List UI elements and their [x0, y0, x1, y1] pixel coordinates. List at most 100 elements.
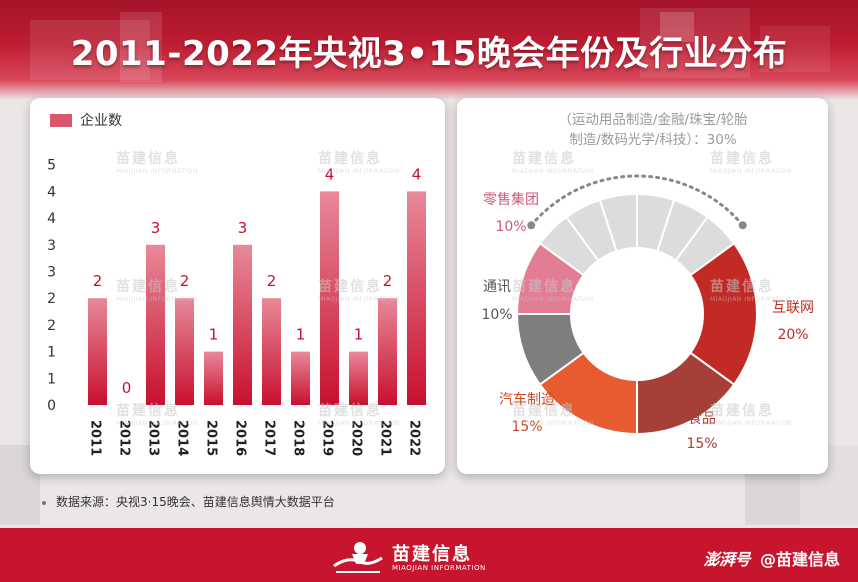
watermark-text: 苗建信息 — [116, 151, 180, 167]
bar — [349, 351, 368, 405]
donut-slice — [515, 242, 586, 315]
y-tick-label: 1 — [47, 371, 56, 387]
segment-label: 零售集团 — [483, 191, 539, 208]
x-tick-label: 2020 — [349, 420, 364, 456]
bar — [262, 298, 281, 405]
footer-account: 澎湃号 @苗建信息 — [703, 546, 840, 570]
other-caption: （运动用品制造/金融/珠宝/轮胎 — [558, 112, 748, 128]
bar — [378, 298, 397, 405]
donut-chart: 互联网 20% 食品 15% 汽车制造 15% 通讯 10% 零售集团 10% （运动用品制造/金融… — [481, 112, 814, 452]
bar — [175, 298, 194, 405]
footer-logo: 苗建信息 MIAOJIAN INFORMATION — [330, 536, 485, 580]
x-tick-label: 2016 — [233, 420, 248, 456]
y-tick-label: 3 — [47, 265, 56, 281]
bar-chart-card: 企业数 0 1 1 2 2 3 3 4 4 5 2 2011 0 2012 3 2013 2 2014 1 2015 3 2… — [30, 98, 445, 474]
watermark-text: 苗建信息 — [512, 403, 576, 419]
watermark-sub: MIAOJIAN INFORMATION — [710, 168, 792, 175]
footer-logo-text: 苗建信息 — [392, 544, 472, 565]
data-label: 1 — [209, 326, 219, 344]
y-tick-label: 4 — [47, 211, 56, 227]
x-tick-label: 2012 — [117, 420, 132, 456]
watermark-sub: MIAOJIAN INFORMATION — [710, 296, 792, 303]
data-label: 4 — [325, 165, 335, 183]
segment-label: 食品 — [688, 410, 716, 427]
segment-label: 通讯 — [483, 279, 511, 295]
bar — [88, 298, 107, 405]
watermark-sub: MIAOJIAN INFORMATION — [116, 168, 198, 175]
watermark-sub: MIAOJIAN INFORMATION — [318, 296, 400, 303]
bar-chart: 企业数 0 1 1 2 2 3 3 4 4 5 2 2011 0 2012 3 2013 2 2014 1 2015 3 2… — [47, 112, 426, 456]
y-tick-label: 5 — [47, 158, 56, 174]
data-label: 1 — [296, 326, 306, 344]
account-label: @苗建信息 — [759, 550, 840, 569]
segment-label: 互联网 — [772, 300, 814, 316]
footer-logo-subtext: MIAOJIAN INFORMATION — [392, 564, 486, 572]
watermark-text: 苗建信息 — [116, 403, 180, 419]
x-tick-label: 2021 — [378, 420, 393, 456]
bar — [407, 191, 426, 405]
bracket-arc — [529, 174, 745, 227]
segment-value: 15% — [686, 436, 717, 452]
watermark: 苗建信息 MIAOJIAN INFORMATION — [512, 276, 594, 303]
bar — [320, 191, 339, 405]
watermark: 苗建信息 MIAOJIAN INFORMATION — [512, 148, 594, 175]
watermark: 苗建信息 MIAOJIAN INFORMATION — [318, 148, 400, 175]
y-tick-label: 1 — [47, 345, 56, 361]
watermark-text: 苗建信息 — [512, 279, 576, 295]
x-tick-label: 2022 — [407, 420, 422, 456]
data-label: 0 — [122, 379, 132, 397]
segment-value: 10% — [481, 307, 512, 323]
watermark-sub: MIAOJIAN INFORMATION — [512, 168, 594, 175]
watermark-text: 苗建信息 — [318, 403, 382, 419]
watermark-sub: MIAOJIAN INFORMATION — [710, 420, 792, 427]
x-tick-label: 2014 — [175, 420, 190, 456]
legend-label: 企业数 — [80, 112, 122, 129]
watermark-sub: MIAOJIAN INFORMATION — [512, 296, 594, 303]
watermark-sub: MIAOJIAN INFORMATION — [116, 420, 198, 427]
y-tick-label: 3 — [47, 238, 56, 254]
x-tick-label: 2013 — [146, 420, 161, 456]
watermark-text: 苗建信息 — [318, 151, 382, 167]
data-label: 2 — [93, 272, 103, 290]
watermark: 苗建信息 MIAOJIAN INFORMATION — [318, 276, 400, 303]
watermark: 苗建信息 MIAOJIAN INFORMATION — [710, 400, 792, 427]
watermark: 苗建信息 MIAOJIAN INFORMATION — [710, 148, 792, 175]
watermark: 苗建信息 MIAOJIAN INFORMATION — [116, 276, 198, 303]
footer-bar: 苗建信息 MIAOJIAN INFORMATION 澎湃号 @苗建信息 — [0, 528, 858, 582]
watermark-text: 苗建信息 — [710, 279, 774, 295]
legend-swatch — [50, 114, 72, 127]
y-tick-label: 2 — [47, 291, 56, 307]
bar — [233, 244, 252, 405]
header-banner — [0, 0, 858, 100]
x-tick-label: 2017 — [262, 420, 277, 456]
watermark-text: 苗建信息 — [116, 279, 180, 295]
source-text: 数据来源：央视3·15晚会、苗建信息舆情大数据平台 — [56, 495, 335, 509]
segment-value: 10% — [495, 219, 526, 235]
data-label: 3 — [151, 219, 161, 237]
x-tick-label: 2018 — [291, 420, 306, 456]
page-title: 2011-2022年央视3•15晚会年份及行业分布 — [70, 34, 788, 74]
bar — [146, 244, 165, 405]
watermark-text: 苗建信息 — [512, 151, 576, 167]
other-caption: 制造/数码光学/科技）：30% — [569, 132, 737, 148]
y-tick-label: 2 — [47, 318, 56, 334]
bracket-dot — [738, 221, 747, 230]
bar — [204, 351, 223, 405]
miaojian-logo-icon — [333, 542, 383, 573]
data-label: 1 — [354, 326, 364, 344]
watermark-text: 苗建信息 — [318, 279, 382, 295]
watermark: 苗建信息 MIAOJIAN INFORMATION — [512, 400, 594, 427]
y-tick-label: 4 — [47, 184, 56, 200]
watermark: 苗建信息 MIAOJIAN INFORMATION — [318, 400, 400, 427]
watermark-text: 苗建信息 — [710, 403, 774, 419]
watermark: 苗建信息 MIAOJIAN INFORMATION — [710, 276, 792, 303]
y-tick-label: 0 — [47, 398, 56, 414]
data-label: 2 — [383, 272, 393, 290]
watermark-text: 苗建信息 — [710, 151, 774, 167]
watermark-sub: MIAOJIAN INFORMATION — [512, 420, 594, 427]
donut-chart-card: 互联网 20% 食品 15% 汽车制造 15% 通讯 10% 零售集团 10% （运动用品制造/金融… — [457, 98, 828, 474]
bracket-dot — [527, 221, 536, 230]
watermark-sub: MIAOJIAN INFORMATION — [318, 420, 400, 427]
x-tick-label: 2011 — [88, 420, 103, 456]
data-source-note: 数据来源：央视3·15晚会、苗建信息舆情大数据平台 — [42, 493, 335, 510]
